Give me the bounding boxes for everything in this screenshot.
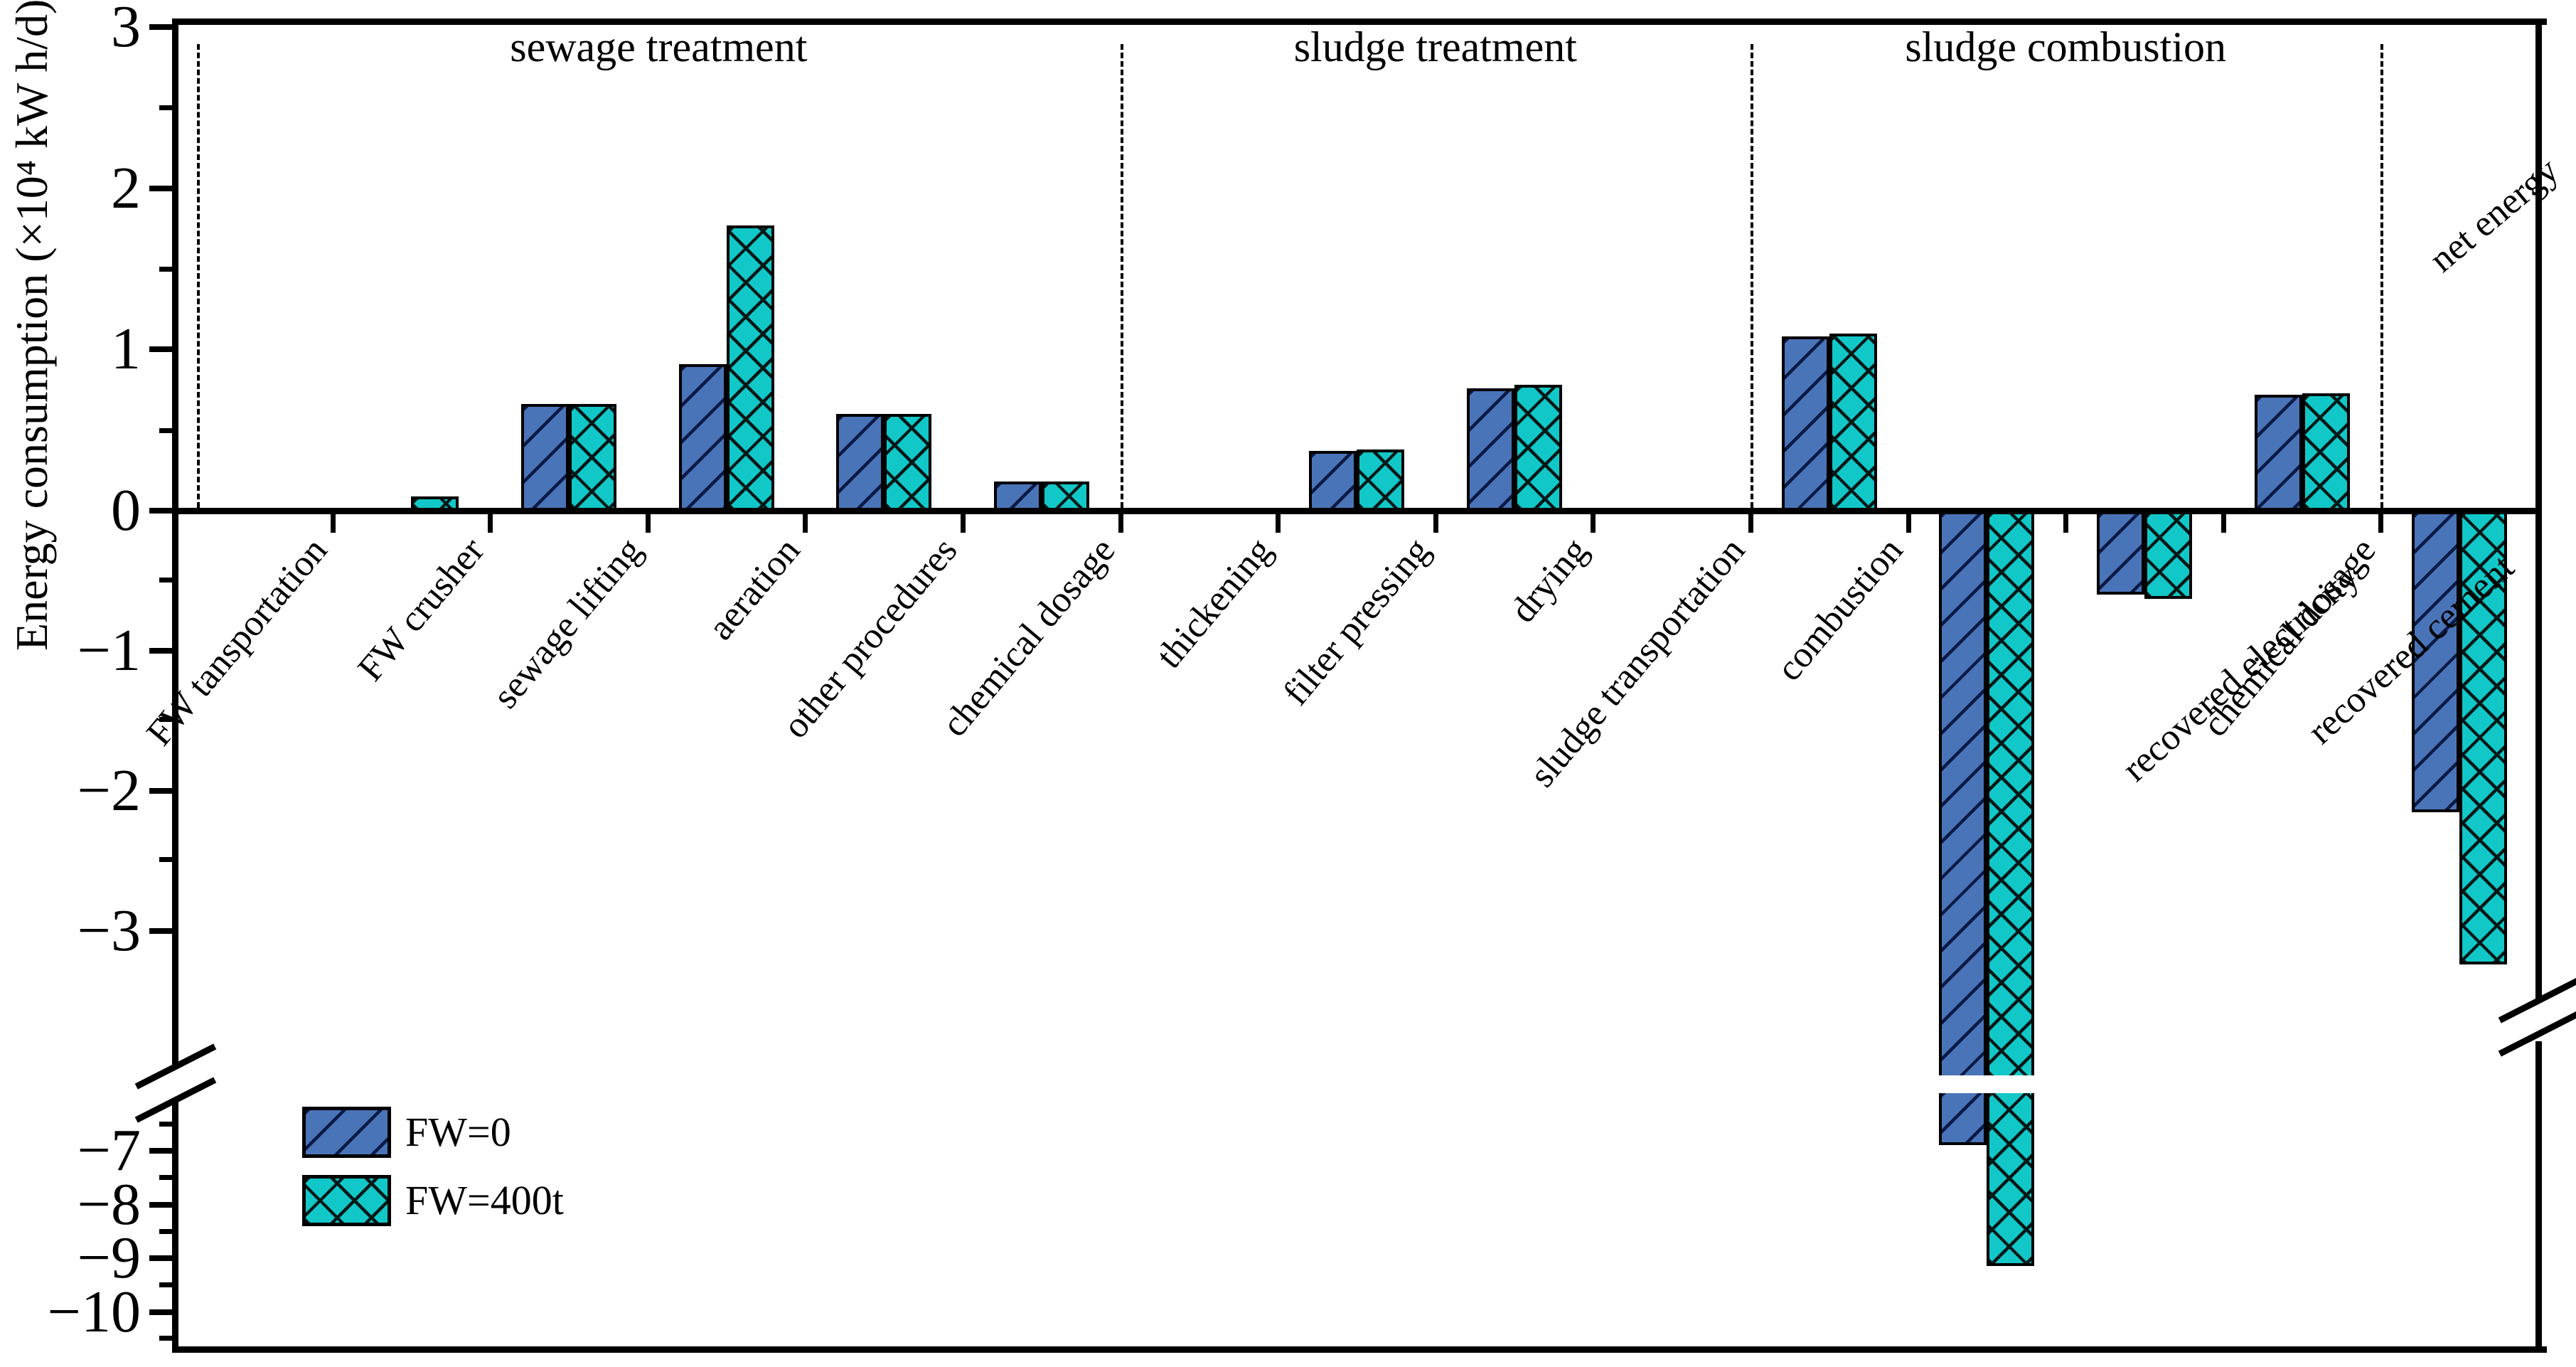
bar-fw400-sewage-lifting — [569, 404, 616, 511]
legend-label-fw0: FW=0 — [405, 1109, 511, 1155]
y-minor-tick — [159, 266, 175, 272]
y-tick-label: 0 — [111, 477, 141, 543]
y-tick-label: 3 — [111, 0, 141, 60]
section-title: sewage treatment — [510, 23, 808, 70]
y-axis-upper — [172, 18, 178, 1065]
bar-fw400-net-energy — [2459, 511, 2508, 965]
bar-fw0-chemical-dosage — [2254, 394, 2302, 511]
y-minor-tick — [159, 105, 175, 110]
legend-swatch-fw400-icon — [302, 1175, 391, 1226]
x-axis-tick — [2378, 514, 2384, 533]
bar-fw0-aeration — [678, 363, 727, 511]
bar-fw0-recovered-electricity — [1939, 511, 1987, 1075]
section-divider-line — [1751, 44, 1753, 508]
y-minor-tick — [159, 1282, 175, 1287]
y-major-tick — [149, 24, 175, 30]
y-minor-tick — [159, 856, 175, 862]
section-divider-line — [197, 44, 200, 508]
bar-fw400-other-procedures — [884, 413, 932, 511]
bar-fw400-chemical-dosage — [2302, 393, 2350, 511]
y-axis-lower — [172, 1102, 178, 1353]
y-major-tick — [149, 1201, 175, 1208]
legend-item-fw400: FW=400t — [302, 1175, 564, 1226]
category-label: drying — [1502, 530, 1596, 631]
bar-fw0-filter-pressing — [1309, 451, 1357, 511]
bar-fw400-combustion — [1829, 333, 1877, 511]
y-minor-tick — [159, 1228, 175, 1234]
y-minor-tick — [159, 577, 175, 583]
bar-fw400-drying — [1514, 385, 1562, 511]
bar-fw0-recovered-cement — [2097, 511, 2144, 595]
plot-border-bottom — [172, 1346, 2547, 1353]
x-axis-tick — [1118, 514, 1123, 533]
y-tick-label: 2 — [111, 154, 141, 221]
section-divider-line — [1120, 44, 1123, 508]
bar-fw0-other-procedures — [836, 413, 885, 511]
category-label: chemical dosage — [934, 530, 1123, 745]
x-axis-tick — [803, 514, 808, 533]
y-major-tick — [149, 648, 175, 654]
category-label: sludge transportation — [1522, 530, 1753, 795]
y-tick-label: −2 — [77, 757, 141, 824]
plot-border-top — [172, 18, 2547, 25]
y-major-tick — [149, 346, 175, 353]
bar-fw400-recovered-electricity — [1987, 1093, 2035, 1267]
x-axis-tick — [1591, 514, 1596, 533]
y-tick-label: −1 — [77, 617, 141, 684]
category-label: thickening — [1149, 530, 1281, 676]
y-major-tick — [149, 788, 175, 794]
x-axis-tick — [2063, 514, 2069, 533]
right-border-lower — [2535, 1041, 2542, 1353]
bar-fw0-net-energy — [2412, 511, 2460, 812]
y-minor-tick — [159, 1335, 175, 1341]
x-axis-tick — [961, 514, 966, 533]
x-axis-tick — [1748, 514, 1753, 533]
section-title: sludge treatment — [1293, 23, 1577, 70]
y-major-tick — [149, 185, 175, 191]
legend-label-fw400: FW=400t — [405, 1177, 564, 1223]
category-label: filter pressing — [1276, 530, 1438, 713]
bar-fw0-sewage-lifting — [521, 404, 569, 511]
section-divider-line — [2380, 44, 2384, 508]
x-axis-tick — [645, 514, 651, 533]
y-minor-tick — [159, 427, 175, 433]
x-axis-tick — [1433, 514, 1438, 533]
y-tick-label: −9 — [77, 1225, 141, 1291]
bar-fw0-drying — [1466, 388, 1514, 511]
x-axis-tick — [1276, 514, 1281, 533]
y-tick-label: −3 — [77, 898, 141, 964]
y-tick-label: 1 — [111, 316, 141, 383]
y-tick-label: −7 — [77, 1117, 141, 1184]
y-tick-label: −10 — [47, 1278, 141, 1345]
zero-axis-line — [172, 508, 2542, 514]
x-axis-tick — [330, 514, 336, 533]
y-major-tick — [149, 1309, 175, 1315]
y-minor-tick — [159, 716, 175, 722]
bar-fw0-recovered-electricity — [1939, 1093, 1987, 1146]
y-major-tick — [149, 928, 175, 934]
x-axis-tick — [488, 514, 493, 533]
bar-fw400-chemical-dosage — [1041, 482, 1089, 511]
y-tick-label: −8 — [77, 1171, 141, 1238]
bar-fw400-filter-pressing — [1357, 449, 1404, 511]
bar-fw0-combustion — [1781, 336, 1829, 511]
y-major-tick — [149, 1148, 175, 1154]
legend-item-fw0: FW=0 — [302, 1107, 511, 1158]
bar-fw400-recovered-cement — [2144, 511, 2192, 600]
y-minor-tick — [159, 1174, 175, 1180]
bar-fw0-chemical-dosage — [993, 482, 1042, 511]
category-label: chemical dosage — [2194, 530, 2384, 745]
section-title: sludge combustion — [1905, 23, 2226, 70]
legend-swatch-fw0-icon — [302, 1107, 391, 1158]
y-major-tick — [149, 1255, 175, 1261]
bar-fw400-recovered-electricity — [1987, 511, 2035, 1075]
y-major-tick — [149, 508, 175, 514]
x-axis-tick — [2220, 514, 2226, 533]
x-axis-tick — [1906, 514, 1911, 533]
y-minor-tick — [159, 1121, 175, 1127]
bar-fw400-aeration — [726, 225, 774, 511]
